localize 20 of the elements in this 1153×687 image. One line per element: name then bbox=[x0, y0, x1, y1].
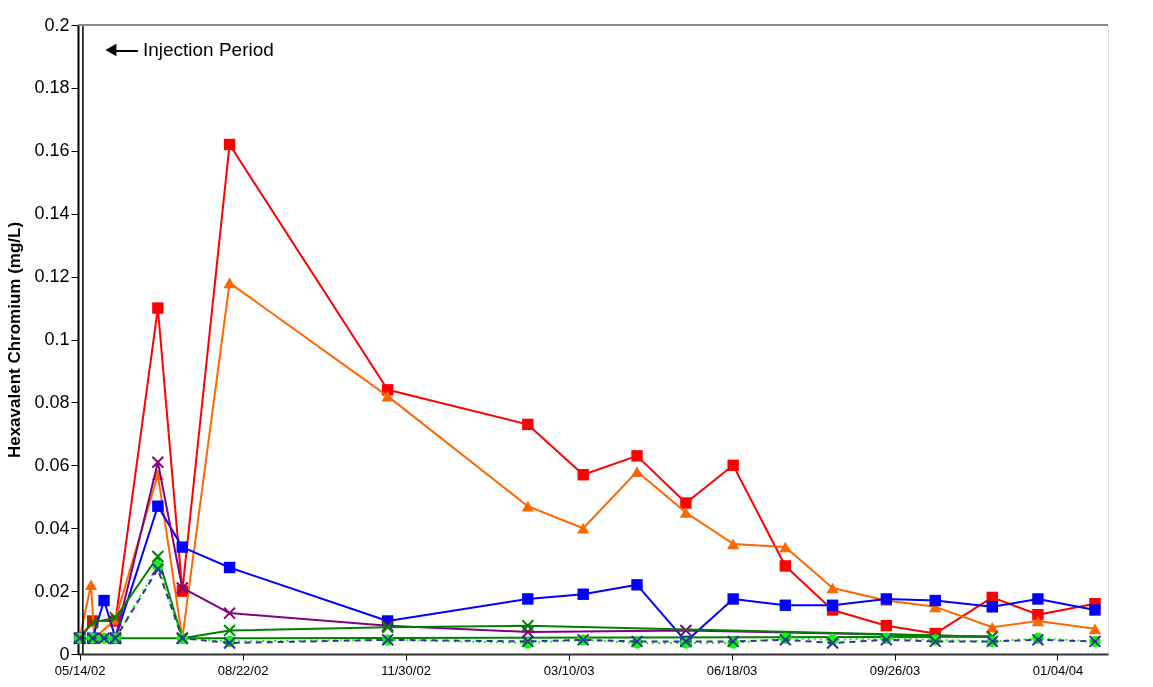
y-tick-label: 0.16 bbox=[34, 140, 70, 161]
y-tick-label: 0.12 bbox=[34, 266, 70, 287]
y-tick-label: 0 bbox=[59, 643, 70, 664]
x-tick-label: 06/18/03 bbox=[706, 662, 758, 678]
y-axis-title: Hexavalent Chromium (mg/L) bbox=[5, 221, 25, 459]
y-tick-label: 0.06 bbox=[34, 454, 70, 475]
x-tick-label: 03/10/03 bbox=[543, 662, 595, 678]
y-tick-label: 0.08 bbox=[34, 391, 70, 412]
y-tick-label: 0.2 bbox=[44, 14, 70, 35]
x-tick-label: 01/04/04 bbox=[1032, 662, 1084, 678]
x-tick-label: 08/22/02 bbox=[217, 662, 269, 678]
y-tick-label: 0.1 bbox=[44, 329, 70, 349]
x-tick-label: 05/14/02 bbox=[54, 662, 106, 678]
x-tick-label: 09/26/03 bbox=[869, 662, 921, 678]
x-tick-label: 11/30/02 bbox=[381, 662, 431, 678]
y-tick-label: 0.14 bbox=[34, 203, 70, 224]
y-tick-label: 0.04 bbox=[34, 517, 70, 538]
y-tick-label: 0.02 bbox=[34, 580, 70, 601]
y-tick-label: 0.18 bbox=[34, 77, 70, 98]
ref-line-label: Injection Period bbox=[142, 39, 274, 60]
